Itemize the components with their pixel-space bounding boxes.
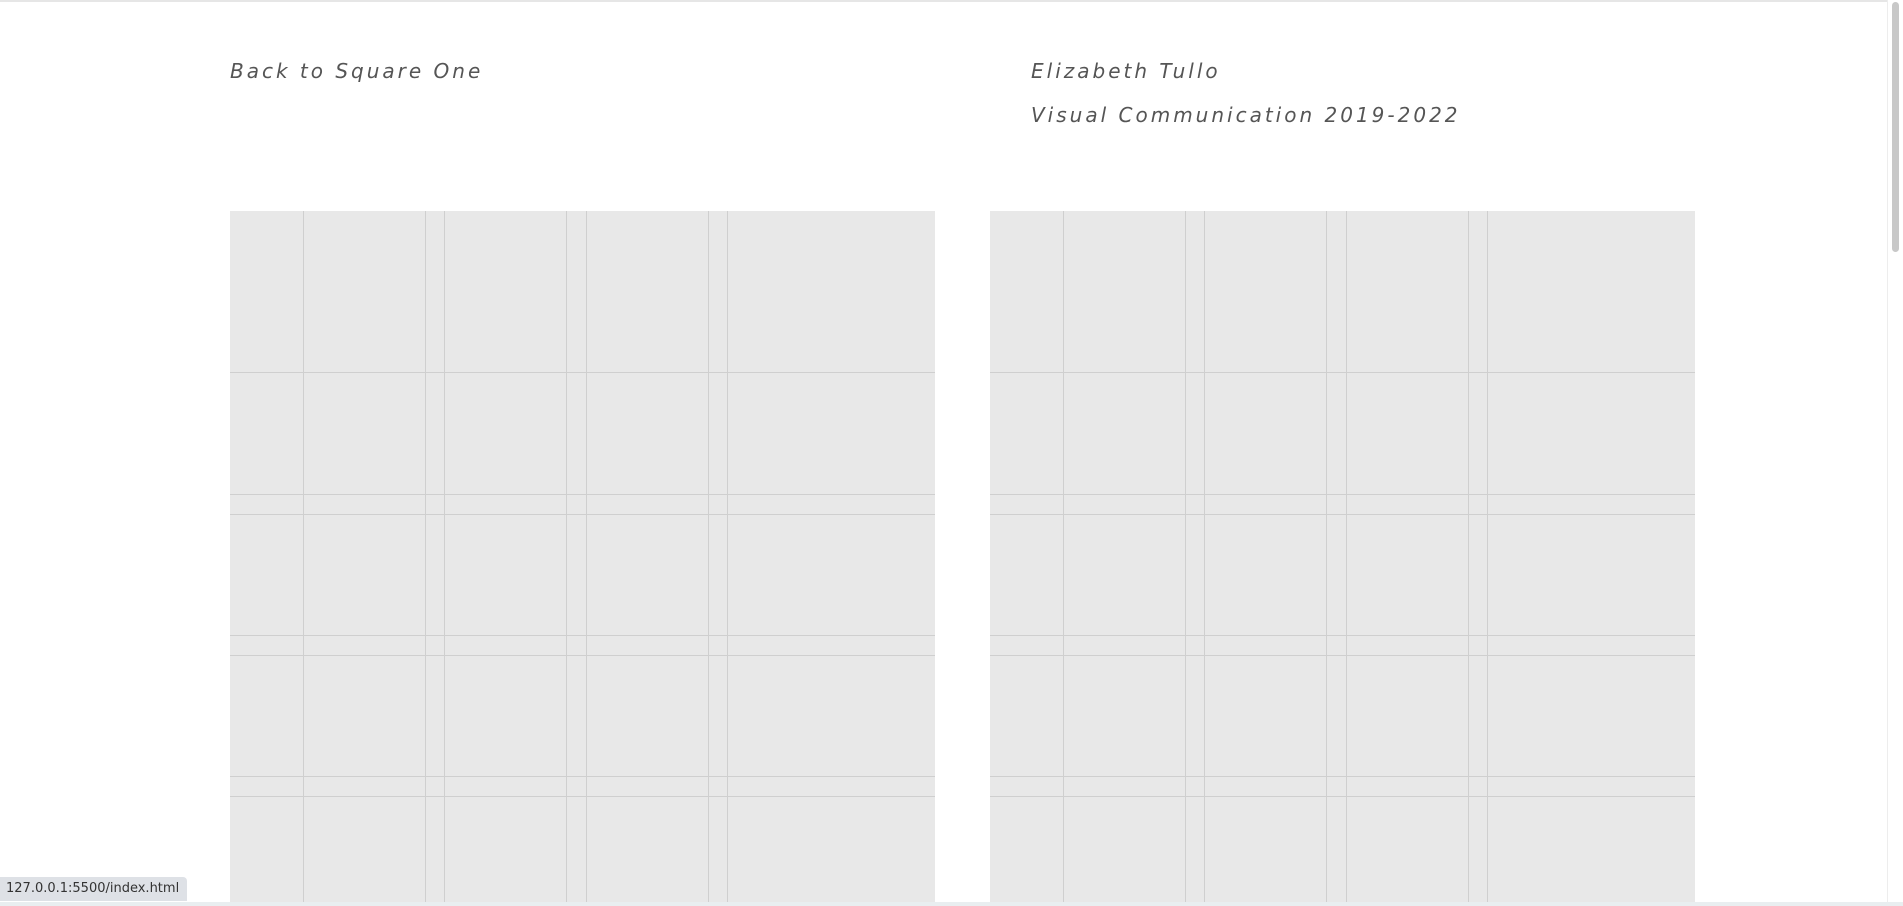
grid-line-vertical [1487,211,1488,906]
grid-line-horizontal [230,796,935,797]
grid-line-vertical [586,211,587,906]
status-bar-url: 127.0.0.1:5500/index.html [0,877,188,901]
scrollbar-thumb[interactable] [1892,2,1899,252]
site-title-link[interactable]: Back to Square One [230,59,484,83]
grid-line-vertical [1468,211,1469,906]
grid-line-horizontal [230,514,935,515]
grid-line-vertical [303,211,304,906]
grid-line-horizontal [230,635,935,636]
course-title: Visual Communication 2019-2022 [1031,103,1461,127]
grid-line-horizontal [990,494,1695,495]
vertical-scrollbar[interactable] [1887,0,1903,906]
grid-line-vertical [727,211,728,906]
grid-line-horizontal [990,372,1695,373]
grid-line-horizontal [990,776,1695,777]
grid-line-vertical [1204,211,1205,906]
grid-line-horizontal [230,776,935,777]
author-name: Elizabeth Tullo [1031,59,1221,83]
grid-line-horizontal [230,655,935,656]
grid-line-horizontal [990,796,1695,797]
grid-panel-left [230,211,935,906]
grid-line-vertical [566,211,567,906]
grid-line-vertical [444,211,445,906]
bottom-edge [0,902,1903,906]
grid-line-horizontal [230,494,935,495]
top-divider [0,0,1903,2]
grid-line-horizontal [990,635,1695,636]
grid-line-horizontal [990,514,1695,515]
grid-line-vertical [1185,211,1186,906]
grid-line-horizontal [990,655,1695,656]
grid-line-vertical [425,211,426,906]
grid-line-vertical [1063,211,1064,906]
grid-panel-right [990,211,1695,906]
grid-line-vertical [1326,211,1327,906]
grid-line-vertical [1346,211,1347,906]
grid-line-horizontal [230,372,935,373]
grid-line-vertical [708,211,709,906]
